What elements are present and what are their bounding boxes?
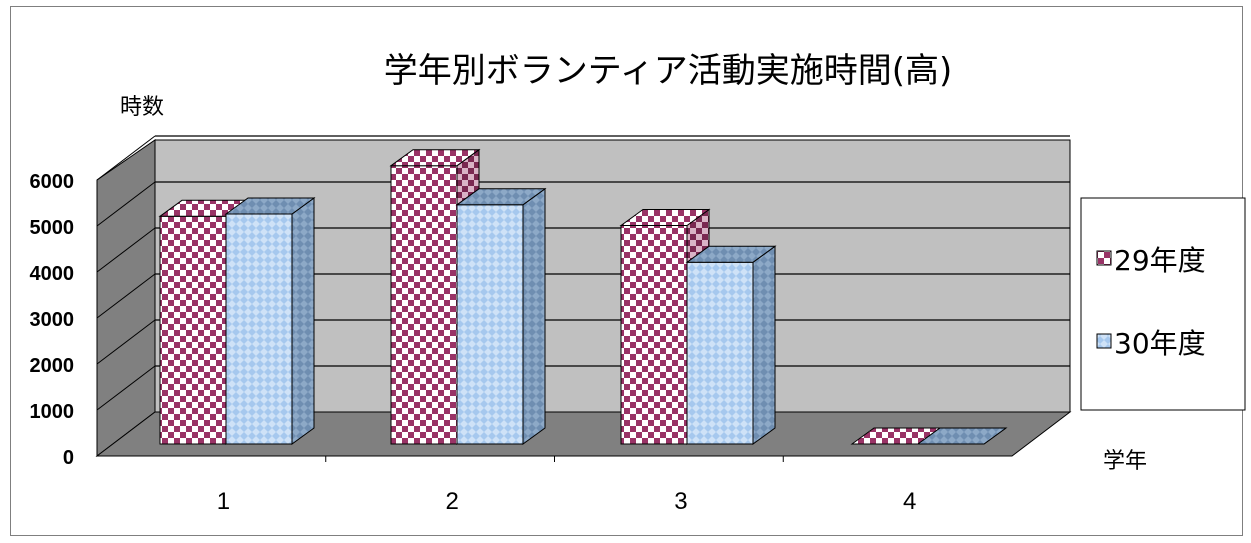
bar-front bbox=[620, 225, 688, 445]
y-tick-label: 2000 bbox=[30, 355, 75, 377]
x-tick-label: 4 bbox=[903, 488, 916, 515]
chart-title: 学年別ボランティア活動実施時間(高) bbox=[384, 51, 953, 91]
left-wall bbox=[96, 139, 156, 458]
x-axis-ticks: 1 2 3 4 bbox=[217, 456, 916, 515]
legend: 29年度 30年度 bbox=[1080, 197, 1246, 411]
bar-front bbox=[686, 261, 754, 445]
bar-front bbox=[390, 165, 458, 445]
bar-30年度-2 bbox=[455, 187, 547, 445]
bar-top bbox=[619, 209, 711, 226]
bar-top bbox=[455, 188, 547, 206]
gridline-side bbox=[96, 181, 156, 227]
bar-top bbox=[389, 149, 481, 167]
bar-30年度-1 bbox=[224, 197, 316, 445]
x-tick-label: 2 bbox=[445, 488, 458, 515]
gridline-side bbox=[96, 319, 156, 365]
legend-swatch-29 bbox=[1096, 250, 1112, 266]
chart-walls bbox=[95, 139, 1072, 458]
legend-box bbox=[1080, 197, 1246, 411]
legend-label-29: 29年度 bbox=[1114, 244, 1206, 277]
legend-label-30: 30年度 bbox=[1114, 327, 1206, 360]
x-tick-label: 3 bbox=[674, 488, 687, 515]
bars bbox=[158, 148, 1008, 445]
bar-side bbox=[291, 197, 315, 445]
y-tick-label: 5000 bbox=[30, 217, 75, 239]
bar-front bbox=[225, 213, 293, 445]
bar-top bbox=[916, 427, 1008, 445]
y-tick-label: 6000 bbox=[30, 171, 75, 193]
bar-side bbox=[522, 187, 546, 445]
gridline-side bbox=[96, 227, 156, 273]
y-tick-label: 1000 bbox=[30, 401, 75, 423]
legend-swatch-30 bbox=[1096, 333, 1112, 349]
x-axis-label: 学年 bbox=[1103, 449, 1147, 474]
bar-30年度-4 bbox=[916, 427, 1008, 445]
y-axis-label: 時数 bbox=[120, 95, 164, 120]
y-tick-label: 4000 bbox=[30, 263, 75, 285]
bar-top bbox=[685, 245, 777, 263]
bar-top bbox=[224, 197, 316, 215]
bar-side bbox=[752, 245, 776, 445]
gridline-side bbox=[96, 135, 156, 181]
floor bbox=[95, 411, 1072, 457]
bar-30年度-3 bbox=[685, 245, 777, 445]
bar-front bbox=[159, 215, 227, 445]
y-tick-label: 0 bbox=[63, 447, 74, 469]
y-tick-label: 3000 bbox=[30, 309, 75, 331]
gridline-side bbox=[96, 273, 156, 319]
gridline-side bbox=[96, 365, 156, 411]
y-axis-ticks: 0 1000 2000 3000 4000 5000 6000 bbox=[30, 171, 75, 469]
bar-front bbox=[456, 204, 524, 445]
x-tick-label: 1 bbox=[217, 488, 230, 515]
